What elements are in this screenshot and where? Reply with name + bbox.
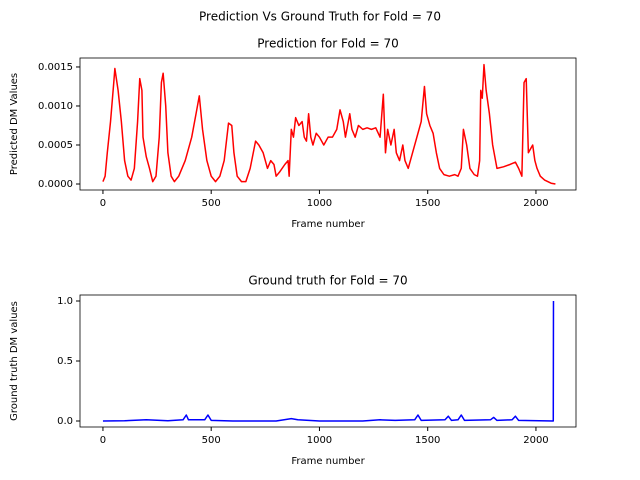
x-tick-label: 1000 xyxy=(307,435,332,446)
x-tick-label: 500 xyxy=(202,198,221,209)
y-tick-label: 0.0 xyxy=(57,416,73,427)
x-axis-label: Frame number xyxy=(291,456,365,467)
y-tick-label: 0.0015 xyxy=(38,62,73,73)
axes-title: Ground truth for Fold = 70 xyxy=(248,274,407,288)
data-line xyxy=(102,63,556,185)
y-tick-label: 0.0000 xyxy=(38,179,73,190)
x-tick-label: 0 xyxy=(100,198,106,209)
x-tick-label: 0 xyxy=(100,435,106,446)
x-tick-label: 2000 xyxy=(523,435,548,446)
x-axis-label: Frame number xyxy=(291,219,365,230)
y-axis-label: Ground truth DM values xyxy=(9,301,20,421)
figure-title: Prediction Vs Ground Truth for Fold = 70 xyxy=(199,10,441,24)
x-tick-label: 1000 xyxy=(307,198,332,209)
y-axis-label: Predicted DM Values xyxy=(9,73,20,175)
axes-frame xyxy=(79,57,577,191)
y-tick-label: 0.5 xyxy=(57,356,73,367)
x-tick-label: 2000 xyxy=(523,198,548,209)
y-tick-label: 0.0005 xyxy=(38,140,73,151)
axes-title: Prediction for Fold = 70 xyxy=(257,37,398,51)
x-tick-label: 500 xyxy=(202,435,221,446)
x-tick-label: 1500 xyxy=(415,435,440,446)
axes-frame xyxy=(79,294,577,428)
y-tick-label: 0.0010 xyxy=(38,101,73,112)
y-tick-label: 1.0 xyxy=(57,296,73,307)
x-tick-label: 1500 xyxy=(415,198,440,209)
data-line xyxy=(102,300,555,422)
